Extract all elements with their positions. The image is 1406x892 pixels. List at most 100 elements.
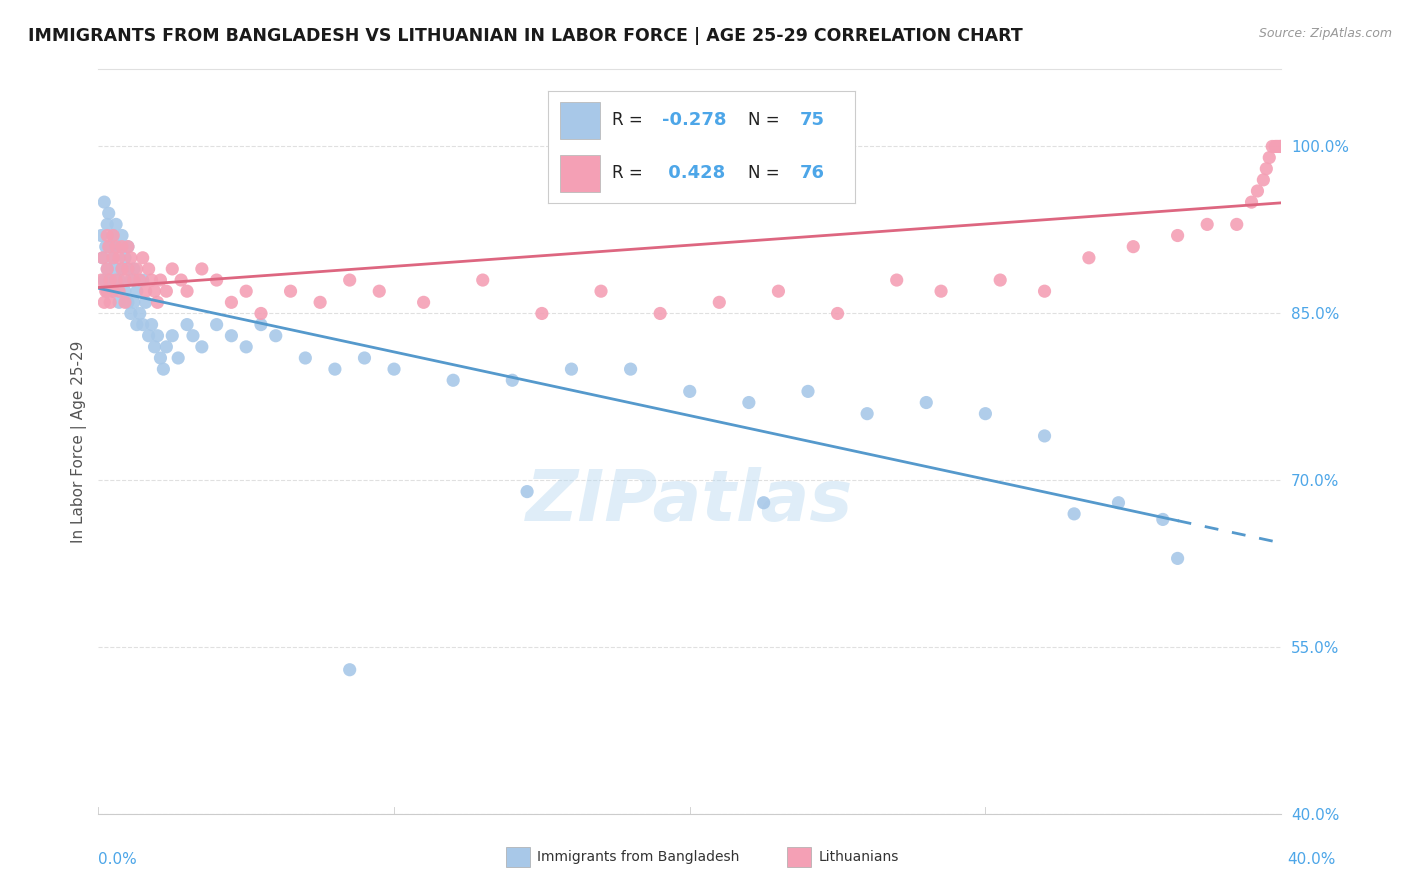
Point	[101, 251, 124, 265]
Point	[96, 284, 118, 298]
Point	[101, 284, 124, 298]
Point	[101, 228, 124, 243]
Point	[1258, 151, 1281, 165]
Point	[117, 240, 139, 254]
Point	[98, 295, 121, 310]
Point	[1246, 184, 1268, 198]
Point	[1167, 228, 1189, 243]
Text: Lithuanians: Lithuanians	[818, 850, 898, 864]
Point	[90, 273, 112, 287]
Point	[382, 362, 405, 376]
Point	[122, 273, 145, 287]
Point	[1265, 139, 1288, 153]
Point	[146, 295, 169, 310]
Text: Source: ZipAtlas.com: Source: ZipAtlas.com	[1258, 27, 1392, 40]
Point	[1264, 139, 1286, 153]
Point	[131, 251, 153, 265]
Point	[93, 195, 115, 210]
Point	[111, 261, 134, 276]
Point	[125, 261, 148, 276]
Point	[368, 284, 391, 298]
Point	[125, 318, 148, 332]
Point	[1267, 139, 1289, 153]
Point	[96, 228, 118, 243]
Point	[108, 251, 131, 265]
Point	[560, 362, 582, 376]
Point	[98, 240, 121, 254]
Point	[122, 295, 145, 310]
Point	[441, 373, 464, 387]
Point	[1261, 139, 1284, 153]
Point	[589, 284, 612, 298]
Point	[114, 295, 136, 310]
Point	[353, 351, 375, 365]
Point	[97, 206, 120, 220]
Point	[1240, 195, 1263, 210]
Point	[235, 340, 257, 354]
Point	[135, 284, 157, 298]
Point	[181, 328, 204, 343]
Point	[96, 284, 118, 298]
Point	[114, 251, 136, 265]
Point	[679, 384, 702, 399]
Point	[138, 261, 160, 276]
Point	[105, 273, 128, 287]
Point	[1063, 507, 1085, 521]
Point	[650, 306, 672, 320]
Point	[309, 295, 332, 310]
Point	[264, 328, 287, 343]
Point	[98, 273, 121, 287]
Point	[105, 261, 128, 276]
Point	[1253, 173, 1275, 187]
Point	[111, 240, 134, 254]
Point	[250, 306, 273, 320]
Point	[101, 251, 124, 265]
Point	[709, 295, 731, 310]
Point	[135, 295, 157, 310]
Point	[143, 340, 166, 354]
Point	[146, 328, 169, 343]
Point	[752, 496, 775, 510]
Point	[1077, 251, 1099, 265]
Point	[101, 228, 124, 243]
Point	[530, 306, 553, 320]
Point	[738, 395, 761, 409]
Point	[339, 663, 361, 677]
Point	[120, 306, 142, 320]
Point	[98, 273, 121, 287]
Point	[105, 218, 128, 232]
Point	[128, 273, 150, 287]
Point	[90, 228, 112, 243]
Point	[250, 318, 273, 332]
Point	[120, 251, 142, 265]
Point	[221, 295, 243, 310]
Text: IMMIGRANTS FROM BANGLADESH VS LITHUANIAN IN LABOR FORCE | AGE 25-29 CORRELATION : IMMIGRANTS FROM BANGLADESH VS LITHUANIAN…	[28, 27, 1024, 45]
Point	[141, 273, 163, 287]
Point	[176, 284, 198, 298]
Point	[122, 261, 145, 276]
Point	[131, 318, 153, 332]
Point	[143, 284, 166, 298]
Point	[1270, 139, 1292, 153]
Point	[93, 273, 115, 287]
Point	[108, 240, 131, 254]
Text: Immigrants from Bangladesh: Immigrants from Bangladesh	[537, 850, 740, 864]
Point	[191, 261, 214, 276]
Point	[94, 284, 117, 298]
Point	[138, 328, 160, 343]
Point	[1033, 284, 1056, 298]
Point	[619, 362, 641, 376]
Point	[117, 240, 139, 254]
Point	[125, 284, 148, 298]
Point	[96, 218, 118, 232]
Point	[1167, 551, 1189, 566]
Point	[412, 295, 434, 310]
Point	[114, 284, 136, 298]
Point	[155, 340, 177, 354]
Point	[1197, 218, 1219, 232]
Point	[131, 273, 153, 287]
Point	[117, 295, 139, 310]
Point	[221, 328, 243, 343]
Point	[117, 261, 139, 276]
Point	[96, 261, 118, 276]
